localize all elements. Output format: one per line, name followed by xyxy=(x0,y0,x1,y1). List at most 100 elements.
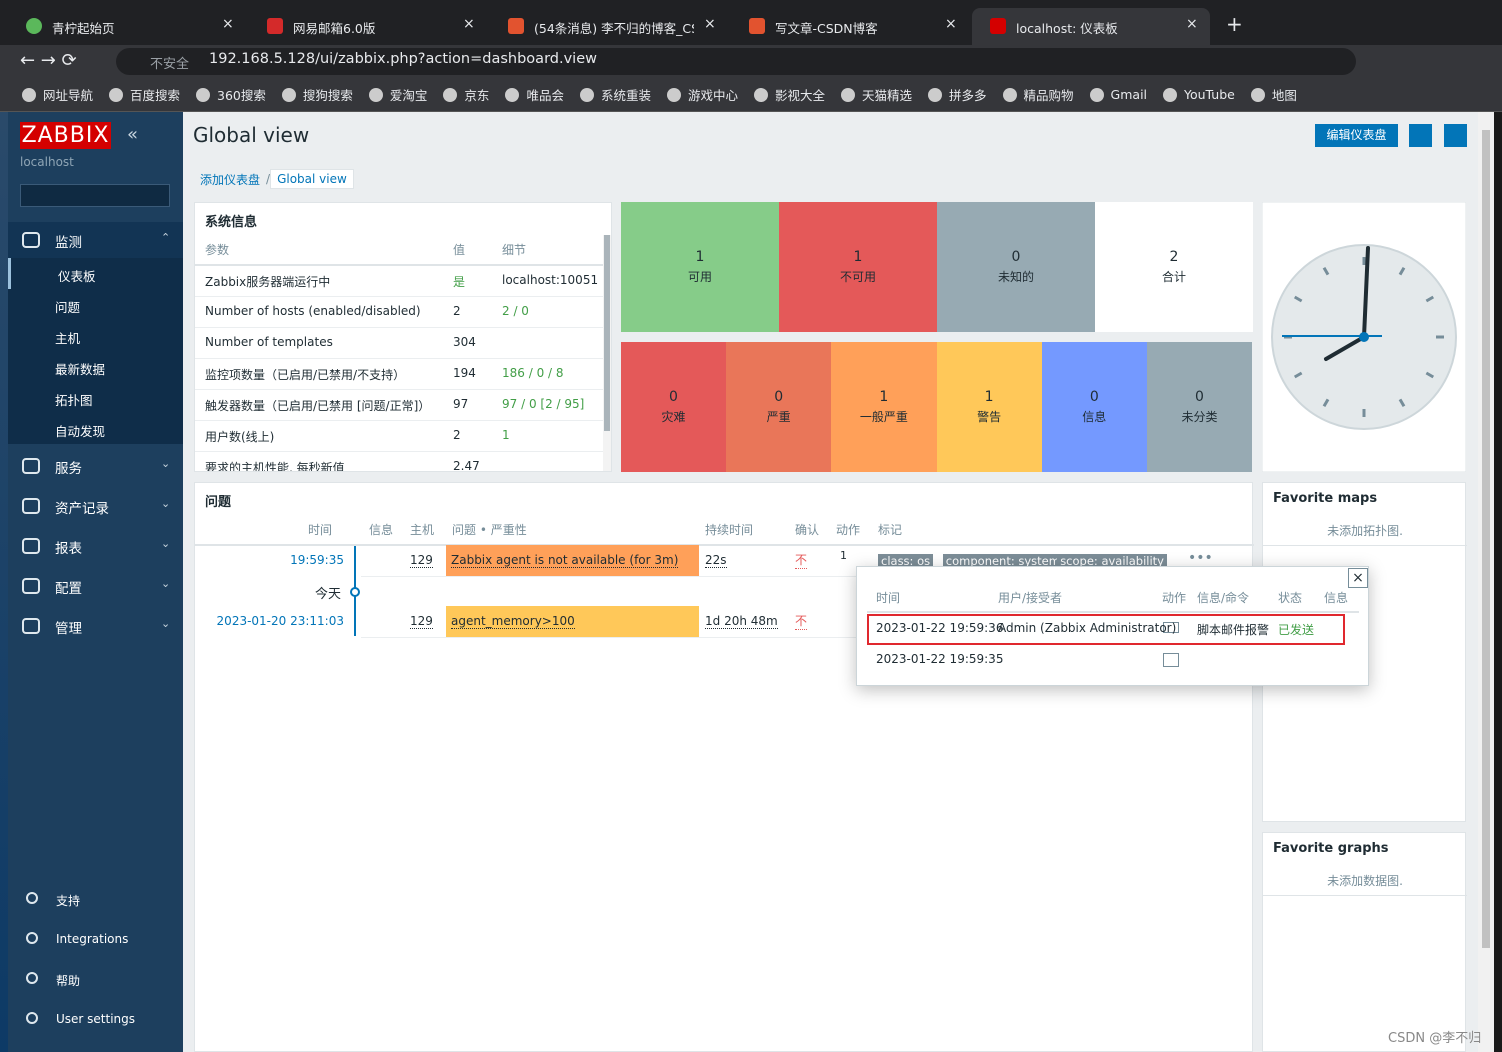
menu-item[interactable]: 报表 ⌄ xyxy=(8,526,183,566)
scrollbar[interactable] xyxy=(1478,112,1494,1052)
submenu-item[interactable]: 仪表板 xyxy=(8,258,183,289)
collapse[interactable]: « xyxy=(127,124,139,145)
host[interactable]: 129 xyxy=(410,614,433,629)
problem[interactable]: agent_memory>100 xyxy=(451,614,575,629)
bookmark-icon xyxy=(753,87,768,102)
tab-close[interactable]: × xyxy=(222,16,234,32)
column-header: 信息/命令 xyxy=(1197,591,1250,605)
breadcrumb-item[interactable]: 添加仪表盘 xyxy=(200,172,261,187)
nav[interactable]: ← → ⟳ xyxy=(20,50,77,71)
submenu-item[interactable]: 拓扑图 xyxy=(8,382,183,413)
bookmark-icon xyxy=(1089,87,1104,102)
ack[interactable]: 不 xyxy=(795,614,808,630)
duration[interactable]: 22s xyxy=(705,553,727,568)
availability-cell[interactable]: 0 未知的 xyxy=(937,202,1095,332)
tab-close[interactable]: × xyxy=(704,16,716,32)
new-tab[interactable]: + xyxy=(1226,12,1243,36)
bookmark[interactable]: 唯品会 xyxy=(505,85,564,104)
close[interactable]: × xyxy=(1348,568,1368,588)
bookmark[interactable]: 系统重装 xyxy=(579,85,651,104)
duration[interactable]: 1d 20h 48m xyxy=(705,614,778,629)
scrollbar-thumb[interactable] xyxy=(604,235,610,431)
breadcrumb-item[interactable]: Global view xyxy=(270,169,354,189)
bookmark[interactable]: 游戏中心 xyxy=(666,85,738,104)
actions[interactable]: 1 xyxy=(840,549,847,562)
omnibox[interactable] xyxy=(116,48,1356,75)
detail: 97 / 0 [2 / 95] xyxy=(502,397,585,411)
label: 未分类 xyxy=(1181,410,1218,424)
tab-close[interactable]: × xyxy=(463,16,475,32)
bookmark-label: 天猫精选 xyxy=(862,88,913,103)
menu-item[interactable]: 服务 ⌄ xyxy=(8,446,183,486)
bookmark[interactable]: 网址导航 xyxy=(22,85,93,104)
submenu-item[interactable]: 问题 xyxy=(8,289,183,320)
bookmark[interactable]: 地图 xyxy=(1250,85,1297,104)
tag[interactable]: class: os xyxy=(878,554,934,569)
problem[interactable]: Zabbix agent is not available (for 3m) xyxy=(451,553,679,568)
tag[interactable]: scope: availability xyxy=(1057,554,1167,569)
severity-cell[interactable]: 0 严重 xyxy=(726,342,832,472)
value: 是 xyxy=(453,275,466,289)
availability-cell[interactable]: 2 合计 xyxy=(1095,202,1253,332)
severity-cell[interactable]: 1 警告 xyxy=(936,342,1042,472)
bookmark[interactable]: 精品购物 xyxy=(1002,85,1074,104)
ack[interactable]: 不 xyxy=(795,553,808,569)
submenu-item[interactable]: 自动发现 xyxy=(8,413,183,444)
menu-item[interactable]: 资产记录 ⌄ xyxy=(8,486,183,526)
footer-item[interactable]: User settings xyxy=(8,1008,183,1032)
time[interactable]: 2023-01-20 23:11:03 xyxy=(216,614,344,628)
menu-item[interactable]: 配置 ⌄ xyxy=(8,566,183,606)
tab[interactable]: 写文章-CSDN博客 × xyxy=(731,8,969,45)
bookmark[interactable]: 拼多多 xyxy=(928,85,987,104)
tab[interactable]: (54条消息) 李不归的博客_CSDN × xyxy=(490,8,728,45)
severity-cell[interactable]: 0 信息 xyxy=(1041,342,1147,472)
bookmark-label: 百度搜索 xyxy=(130,88,181,103)
edit-button[interactable]: 编辑仪表盘 xyxy=(1315,124,1398,147)
action-icon xyxy=(1163,622,1179,633)
menu-item[interactable]: 监测 ⌃ xyxy=(8,222,183,258)
column-header[interactable]: 时间 xyxy=(308,523,333,537)
bookmark[interactable]: Gmail xyxy=(1089,87,1147,102)
fullscreen-button[interactable] xyxy=(1444,124,1467,147)
time[interactable]: 19:59:35 xyxy=(290,553,344,567)
tab-close[interactable]: × xyxy=(945,16,957,32)
availability-cell[interactable]: 1 可用 xyxy=(621,202,779,332)
bookmark[interactable]: 天猫精选 xyxy=(841,85,912,104)
tab[interactable]: 青柠起始页 × xyxy=(8,8,246,45)
bookmark-label: 爱淘宝 xyxy=(389,88,428,103)
column-header: 主机 xyxy=(410,523,435,537)
bookmark[interactable]: 搜狗搜索 xyxy=(281,85,353,104)
menu-button[interactable] xyxy=(1409,124,1432,147)
header-rule xyxy=(195,544,1254,546)
severity-cell[interactable]: 0 灾难 xyxy=(621,342,727,472)
tab[interactable]: localhost: 仪表板 × xyxy=(972,8,1210,45)
bookmark-icon xyxy=(928,87,943,102)
tab[interactable]: 网易邮箱6.0版 × xyxy=(249,8,487,45)
bookmark[interactable]: 爱淘宝 xyxy=(368,85,428,104)
bookmark[interactable]: 百度搜索 xyxy=(109,85,180,104)
menu-item[interactable]: 管理 ⌄ xyxy=(8,606,183,646)
more-tags[interactable]: ••• xyxy=(1188,550,1213,566)
footer-item[interactable]: 支持 xyxy=(8,888,183,912)
time: 2023-01-22 19:59:35 xyxy=(876,652,1004,666)
footer-item[interactable]: Integrations xyxy=(8,928,183,952)
bookmark-icon xyxy=(505,87,520,102)
severity-cell[interactable]: 1 一般严重 xyxy=(831,342,937,472)
tag[interactable]: component: system xyxy=(942,554,1063,569)
search[interactable] xyxy=(20,184,170,207)
bookmark-icon xyxy=(368,87,383,102)
menu-arrow: ⌄ xyxy=(161,577,171,590)
submenu-item[interactable]: 主机 xyxy=(8,320,183,351)
footer-item[interactable]: 帮助 xyxy=(8,968,183,992)
severity-cell[interactable]: 0 未分类 xyxy=(1147,342,1253,472)
availability-cell[interactable]: 1 不可用 xyxy=(779,202,937,332)
submenu-item[interactable]: 最新数据 xyxy=(8,351,183,382)
host[interactable]: 129 xyxy=(410,553,433,568)
value: 2 xyxy=(453,304,461,318)
bookmark[interactable]: 京东 xyxy=(443,85,489,104)
tab-close[interactable]: × xyxy=(1186,16,1198,32)
bookmark[interactable]: YouTube xyxy=(1163,87,1235,102)
bookmark[interactable]: 影视大全 xyxy=(753,85,825,104)
bookmark[interactable]: 360搜索 xyxy=(196,85,266,104)
bookmark-icon xyxy=(666,87,681,102)
